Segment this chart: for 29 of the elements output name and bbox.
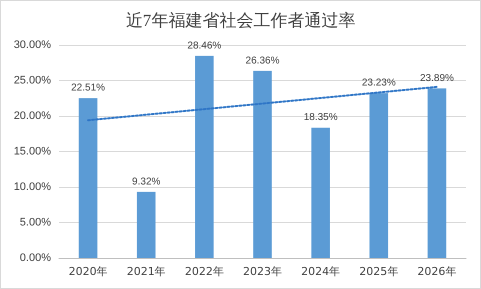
y-tick-label: 10.00% — [14, 181, 52, 193]
bar — [136, 192, 156, 258]
y-tick-label: 15.00% — [14, 146, 52, 158]
bar — [195, 56, 214, 258]
data-label: 28.46% — [187, 40, 222, 52]
y-tick-label: 30.00% — [14, 39, 52, 51]
x-tick-label: 2025年 — [359, 265, 398, 278]
bar — [78, 98, 98, 258]
data-label: 9.32% — [132, 176, 160, 188]
bar — [311, 128, 330, 258]
bar — [369, 93, 388, 258]
data-label: 23.89% — [420, 72, 454, 84]
data-label: 18.35% — [304, 112, 338, 124]
chart-title: 近7年福建省社会工作者通过率 — [126, 11, 356, 30]
data-label: 22.51% — [71, 82, 106, 94]
y-tick-label: 0.00% — [20, 252, 52, 264]
bar — [428, 88, 446, 258]
y-tick-label: 20.00% — [14, 110, 52, 122]
x-tick-label: 2020年 — [68, 265, 108, 278]
bar — [253, 70, 272, 258]
y-tick-label: 5.00% — [20, 216, 52, 228]
data-label: 23.23% — [362, 78, 396, 89]
x-tick-label: 2026年 — [417, 265, 456, 278]
x-tick-label: 2024年 — [301, 265, 340, 278]
data-label: 26.36% — [246, 55, 280, 66]
x-tick-label: 2023年 — [243, 265, 282, 278]
x-tick-label: 2021年 — [126, 265, 166, 278]
x-tick-label: 2022年 — [184, 265, 224, 278]
y-tick-label: 25.00% — [14, 74, 52, 86]
